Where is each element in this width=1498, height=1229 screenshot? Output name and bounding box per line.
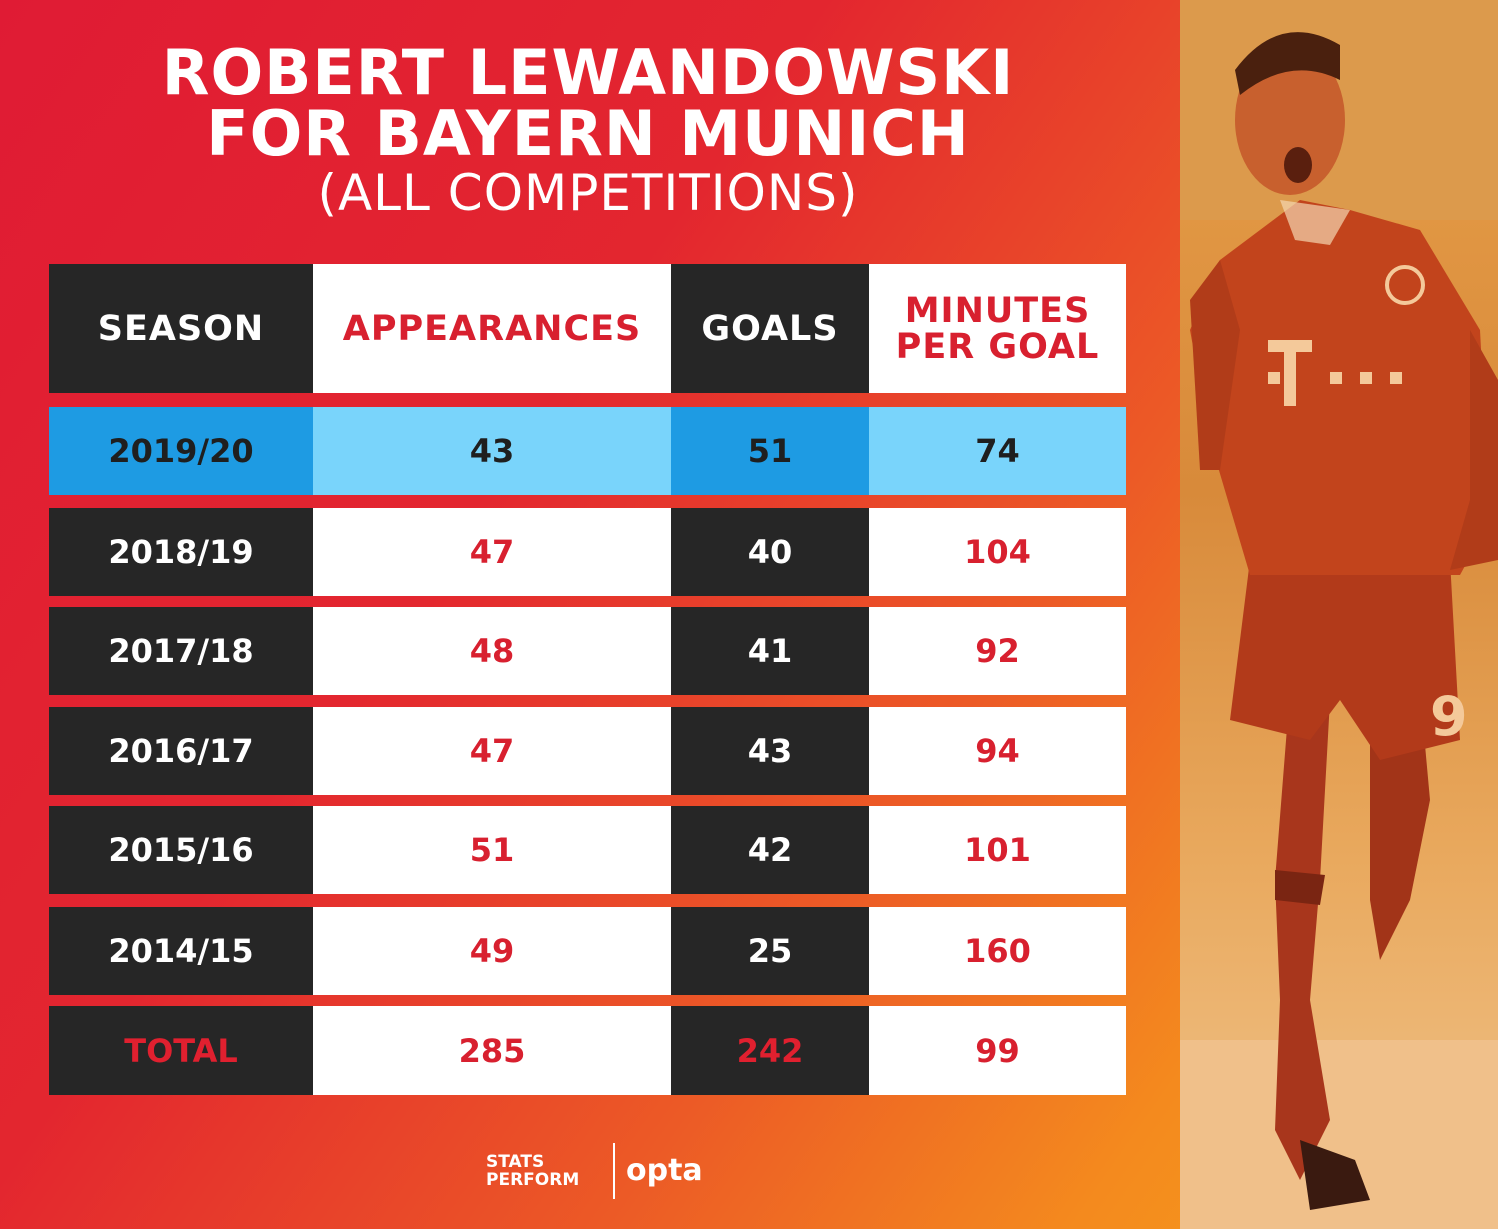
season-cell: 2017/18: [49, 607, 313, 695]
table-header-row: SEASON APPEARANCES GOALS MINUTES PER GOA…: [49, 264, 1126, 393]
appearances-cell: 48: [313, 607, 671, 695]
header-appearances: APPEARANCES: [313, 264, 671, 393]
table-row: 2015/16 51 42 101: [49, 806, 1126, 894]
header-minutes-line1: MINUTES: [904, 290, 1091, 331]
season-cell: 2019/20: [49, 407, 313, 495]
stats-perform-line1: STATS: [486, 1152, 545, 1172]
goals-cell: 40: [671, 508, 869, 596]
stats-perform-line2: PERFORM: [486, 1170, 580, 1190]
goals-cell: 42: [671, 806, 869, 894]
table-row: 2018/19 47 40 104: [49, 508, 1126, 596]
table-row: 2017/18 48 41 92: [49, 607, 1126, 695]
total-label-cell: TOTAL: [49, 1006, 313, 1095]
total-goals-cell: 242: [671, 1006, 869, 1095]
minutes-per-goal-cell: 74: [869, 407, 1126, 495]
season-cell: 2015/16: [49, 806, 313, 894]
subtitle: (ALL COMPETITIONS): [317, 164, 859, 222]
header-minutes-per-goal: MINUTES PER GOAL: [869, 264, 1126, 393]
table-row: 2016/17 47 43 94: [49, 707, 1126, 795]
goals-cell: 25: [671, 907, 869, 995]
minutes-per-goal-cell: 94: [869, 707, 1126, 795]
total-minutes-per-goal-cell: 99: [869, 1006, 1126, 1095]
footer-logos: STATS PERFORM opta: [486, 1143, 703, 1203]
appearances-cell: 47: [313, 707, 671, 795]
title-line-1: ROBERT LEWANDOWSKI: [161, 36, 1015, 109]
season-cell: 2014/15: [49, 907, 313, 995]
minutes-per-goal-cell: 101: [869, 806, 1126, 894]
title-line-2: FOR BAYERN MUNICH: [206, 97, 970, 170]
season-cell: 2018/19: [49, 508, 313, 596]
table-total-row: TOTAL 285 242 99: [49, 1006, 1126, 1095]
header-season: SEASON: [49, 264, 313, 393]
header-minutes-line2: PER GOAL: [895, 326, 1100, 367]
minutes-per-goal-cell: 92: [869, 607, 1126, 695]
table-row: 2014/15 49 25 160: [49, 907, 1126, 995]
header-goals: GOALS: [671, 264, 869, 393]
total-appearances-cell: 285: [313, 1006, 671, 1095]
goals-cell: 41: [671, 607, 869, 695]
logo-divider: [613, 1143, 615, 1199]
season-cell: 2016/17: [49, 707, 313, 795]
svg-text:9: 9: [1430, 685, 1468, 748]
appearances-cell: 51: [313, 806, 671, 894]
appearances-cell: 49: [313, 907, 671, 995]
stats-perform-logo: STATS PERFORM: [486, 1153, 579, 1189]
goals-cell: 51: [671, 407, 869, 495]
opta-logo: opta: [626, 1153, 703, 1188]
table-row: 2019/20 43 51 74: [49, 407, 1126, 495]
goals-cell: 43: [671, 707, 869, 795]
minutes-per-goal-cell: 104: [869, 508, 1126, 596]
appearances-cell: 47: [313, 508, 671, 596]
player-celebration-icon: 9: [1180, 0, 1498, 1229]
player-photo: 9: [1180, 0, 1498, 1229]
appearances-cell: 43: [313, 407, 671, 495]
minutes-per-goal-cell: 160: [869, 907, 1126, 995]
